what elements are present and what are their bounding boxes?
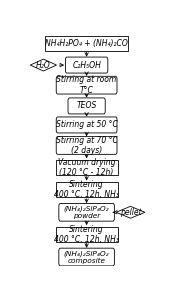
FancyBboxPatch shape bbox=[56, 137, 117, 154]
Text: C₂H₅OH: C₂H₅OH bbox=[72, 61, 101, 70]
Text: Vacuum drying
(120 °C - 12h): Vacuum drying (120 °C - 12h) bbox=[58, 158, 115, 177]
Text: NH₄H₂PO₄ + (NH₄)₂CO: NH₄H₂PO₄ + (NH₄)₂CO bbox=[45, 39, 128, 48]
FancyBboxPatch shape bbox=[56, 117, 117, 133]
Text: Sintering
400 °C, 12h, NH₃: Sintering 400 °C, 12h, NH₃ bbox=[54, 225, 119, 244]
FancyBboxPatch shape bbox=[68, 98, 105, 114]
Text: Stirring at 70 °C
(2 days): Stirring at 70 °C (2 days) bbox=[56, 136, 118, 155]
FancyBboxPatch shape bbox=[56, 182, 117, 197]
FancyBboxPatch shape bbox=[56, 227, 117, 242]
Text: Sintering
400 °C, 12h, NH₃: Sintering 400 °C, 12h, NH₃ bbox=[54, 180, 119, 199]
Polygon shape bbox=[116, 206, 145, 218]
FancyBboxPatch shape bbox=[56, 160, 117, 175]
FancyBboxPatch shape bbox=[56, 76, 117, 94]
Text: (NH₄)₂SiP₄O₂
composite: (NH₄)₂SiP₄O₂ composite bbox=[64, 250, 109, 264]
FancyBboxPatch shape bbox=[45, 36, 128, 51]
FancyBboxPatch shape bbox=[59, 248, 114, 266]
Polygon shape bbox=[30, 59, 56, 71]
Text: TEOS: TEOS bbox=[76, 101, 97, 110]
Text: pellet: pellet bbox=[120, 208, 141, 217]
Text: H₂O: H₂O bbox=[36, 61, 51, 70]
Text: (NH₄)₂SiP₄O₂
powder: (NH₄)₂SiP₄O₂ powder bbox=[64, 205, 109, 219]
Text: Stirring at 50 °C: Stirring at 50 °C bbox=[56, 120, 118, 129]
Text: Stirring at room
T°C: Stirring at room T°C bbox=[56, 75, 117, 95]
FancyBboxPatch shape bbox=[59, 203, 114, 221]
FancyBboxPatch shape bbox=[65, 57, 108, 73]
